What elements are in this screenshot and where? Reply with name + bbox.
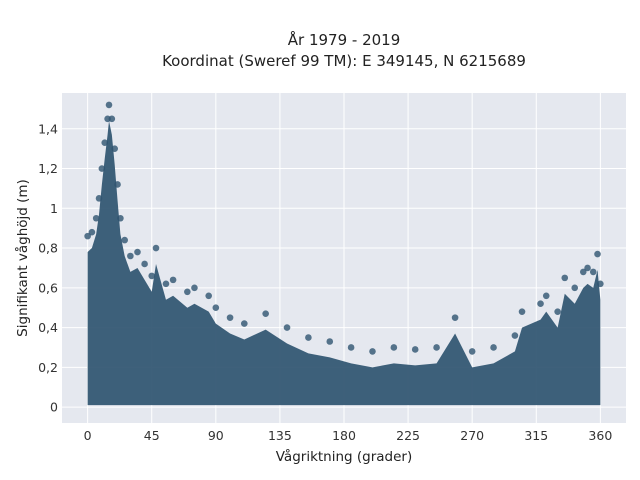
x-axis-ticks: 0 45 90 135 180 225 270 315 360 bbox=[84, 428, 613, 443]
data-point bbox=[169, 276, 177, 284]
data-point bbox=[134, 248, 141, 256]
data-point bbox=[88, 228, 96, 236]
data-point bbox=[108, 115, 116, 123]
data-point bbox=[205, 292, 212, 300]
data-point bbox=[152, 244, 160, 252]
data-point bbox=[262, 310, 269, 317]
data-point bbox=[127, 252, 134, 260]
data-point bbox=[347, 344, 355, 351]
data-point bbox=[411, 346, 419, 353]
data-point bbox=[390, 344, 398, 351]
data-point bbox=[98, 165, 106, 172]
x-tick-label: 180 bbox=[332, 428, 356, 443]
data-point bbox=[584, 264, 591, 272]
data-point bbox=[571, 284, 579, 292]
data-point bbox=[84, 232, 91, 240]
data-point bbox=[148, 272, 156, 280]
data-point bbox=[451, 314, 459, 321]
y-tick-label: 0 bbox=[50, 400, 58, 415]
data-point bbox=[162, 280, 170, 288]
y-tick-label: 0,4 bbox=[38, 320, 58, 335]
data-point bbox=[184, 288, 191, 296]
x-axis-title: Vågriktning (grader) bbox=[276, 448, 413, 465]
data-point bbox=[326, 338, 334, 345]
data-point bbox=[95, 195, 103, 202]
data-point bbox=[561, 274, 569, 282]
data-point bbox=[542, 292, 550, 300]
data-point bbox=[589, 268, 597, 276]
data-point bbox=[597, 280, 604, 288]
point-cloud-area bbox=[87, 120, 601, 406]
x-tick-label: 90 bbox=[208, 428, 224, 443]
data-point bbox=[191, 284, 198, 292]
y-tick-label: 0,6 bbox=[38, 280, 58, 295]
data-point bbox=[226, 314, 234, 321]
y-axis-ticks: 0 0,2 0,4 0,6 0,8 1 1,2 1,4 bbox=[38, 121, 58, 414]
data-point bbox=[554, 308, 561, 315]
data-cloud bbox=[87, 120, 601, 406]
data-point bbox=[117, 214, 124, 222]
data-point bbox=[518, 308, 526, 315]
data-point bbox=[579, 268, 587, 276]
x-tick-label: 315 bbox=[524, 428, 548, 443]
data-point bbox=[305, 334, 312, 341]
x-tick-label: 135 bbox=[268, 428, 292, 443]
data-point bbox=[114, 181, 121, 188]
data-point bbox=[212, 304, 220, 311]
data-point bbox=[111, 145, 118, 152]
x-tick-label: 360 bbox=[588, 428, 612, 443]
data-point bbox=[241, 320, 248, 327]
data-point bbox=[490, 344, 497, 351]
chart-title-line-2: Koordinat (Sweref 99 TM): E 349145, N 62… bbox=[162, 52, 526, 70]
x-tick-label: 0 bbox=[84, 428, 92, 443]
data-point bbox=[121, 236, 128, 244]
x-tick-label: 225 bbox=[396, 428, 420, 443]
y-tick-label: 0,2 bbox=[38, 360, 58, 375]
y-tick-label: 1,2 bbox=[38, 161, 58, 176]
data-point bbox=[283, 324, 291, 331]
data-point bbox=[92, 214, 100, 222]
data-point bbox=[537, 300, 544, 308]
data-point bbox=[369, 348, 376, 355]
data-point bbox=[468, 348, 476, 355]
y-tick-label: 1 bbox=[50, 201, 58, 216]
data-point bbox=[433, 344, 440, 351]
chart-title-line-1: År 1979 - 2019 bbox=[288, 30, 401, 49]
data-point bbox=[594, 250, 601, 258]
data-point bbox=[141, 260, 148, 268]
data-point bbox=[101, 139, 109, 146]
data-point bbox=[511, 332, 519, 339]
data-points bbox=[84, 101, 604, 355]
y-tick-label: 1,4 bbox=[38, 121, 58, 136]
data-point bbox=[105, 101, 113, 109]
y-axis-title: Signifikant våghöjd (m) bbox=[14, 179, 31, 337]
y-tick-label: 0,8 bbox=[38, 241, 58, 256]
x-tick-label: 270 bbox=[460, 428, 484, 443]
x-tick-label: 45 bbox=[144, 428, 160, 443]
